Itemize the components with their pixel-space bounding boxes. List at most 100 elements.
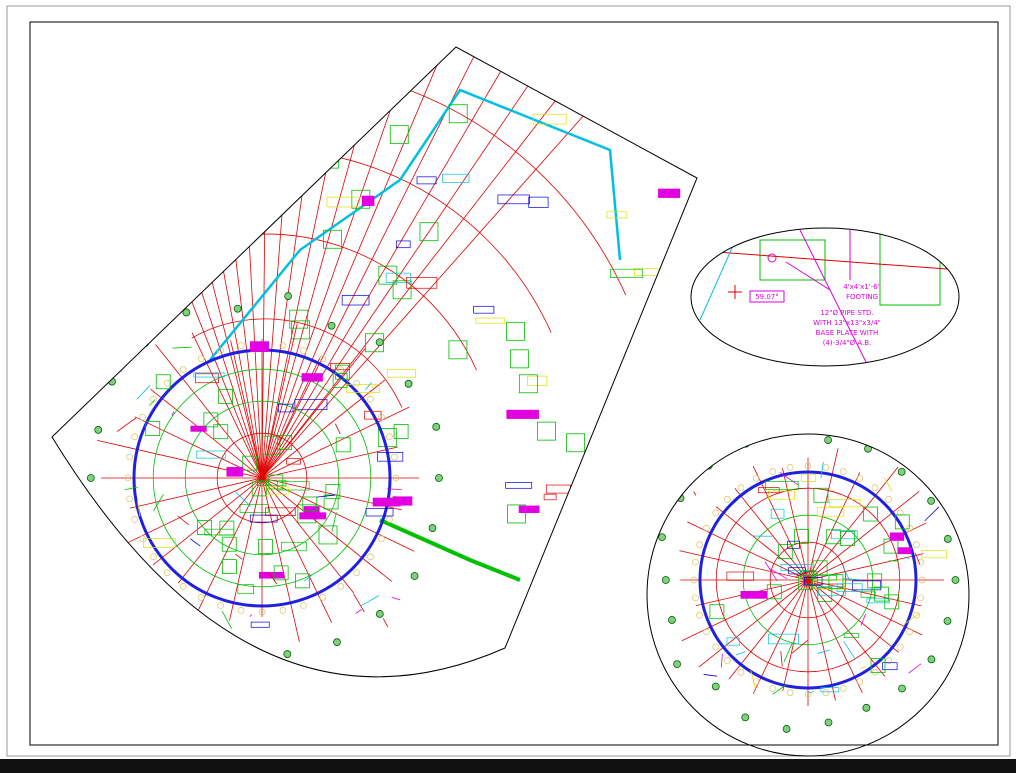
tag [257, 479, 287, 487]
detail-line [791, 640, 808, 654]
bead [217, 347, 224, 354]
footing [277, 435, 293, 450]
radial-line [807, 448, 839, 581]
detail-line [355, 609, 362, 614]
tag [829, 499, 861, 508]
footing [813, 487, 829, 503]
footing [323, 229, 342, 249]
footing [507, 504, 526, 524]
tag [770, 508, 785, 519]
footing [335, 437, 351, 453]
pier [943, 617, 952, 625]
pier [661, 576, 670, 584]
tag [377, 452, 404, 462]
pier [86, 474, 95, 482]
bead [139, 413, 146, 421]
radial-line [734, 488, 809, 581]
pier [233, 304, 242, 313]
radial-line [807, 579, 836, 701]
tag [299, 512, 327, 520]
ellipse-outline [690, 227, 960, 367]
footing [258, 539, 273, 554]
tag [767, 490, 795, 500]
detail-line [268, 572, 278, 585]
bead [917, 594, 924, 602]
ring [715, 487, 901, 673]
wall-ring [698, 470, 918, 690]
bead [139, 535, 146, 543]
tag [860, 591, 876, 598]
detail-line [249, 614, 253, 617]
ring [769, 541, 847, 619]
footing [218, 389, 233, 404]
tag [889, 532, 905, 541]
grid-ray [261, 47, 656, 479]
footing-note: FOOTING [846, 293, 878, 301]
footing [817, 587, 833, 602]
radial-line [152, 477, 263, 566]
grid-arc [191, 318, 403, 408]
tag [249, 514, 278, 523]
pier [435, 474, 443, 482]
tag [258, 571, 285, 579]
tag [897, 547, 912, 555]
footing [863, 506, 878, 522]
radial-line [679, 550, 809, 581]
footing [203, 412, 219, 428]
footing [273, 565, 289, 581]
radial-line [807, 522, 927, 581]
tag [392, 496, 413, 506]
pipe [767, 253, 777, 263]
pier [668, 616, 676, 624]
bead [126, 453, 133, 461]
bead [913, 611, 920, 619]
pier [951, 576, 960, 584]
pier [432, 422, 441, 431]
pier [897, 467, 906, 476]
tag [278, 403, 294, 413]
footing [566, 433, 585, 453]
tag [281, 541, 307, 552]
radial-line [752, 579, 809, 694]
detail-line [703, 674, 718, 677]
pier [375, 338, 384, 347]
tag [249, 341, 269, 352]
footing [145, 421, 161, 436]
radial-line [807, 491, 920, 581]
footing [219, 520, 235, 536]
bead [737, 668, 745, 676]
detail-line [817, 649, 831, 654]
pier [284, 292, 293, 300]
detail-line [171, 411, 175, 416]
bead [131, 516, 138, 523]
tag [294, 399, 328, 411]
footing [802, 571, 818, 587]
detail-line [137, 385, 151, 400]
footing [509, 349, 529, 369]
detail-line [903, 612, 921, 625]
bead [696, 611, 703, 619]
pier [94, 426, 103, 434]
tag [341, 295, 370, 306]
tag [497, 194, 530, 205]
footing-note: 4'x4'x1'-6" [843, 283, 881, 291]
bead [150, 553, 157, 561]
wall [379, 518, 521, 582]
detail-line [924, 506, 940, 522]
detail-line [365, 381, 372, 391]
detail-line [221, 611, 233, 629]
bead [737, 484, 745, 492]
grid-ray [261, 47, 494, 479]
tag [658, 188, 681, 198]
detail-line [914, 552, 921, 565]
tag [740, 590, 768, 599]
grid-line [799, 229, 871, 366]
footing [812, 560, 828, 576]
bead [786, 464, 794, 471]
radial-line [229, 477, 263, 621]
tag [190, 425, 207, 432]
bead [150, 395, 157, 403]
footing [709, 604, 725, 620]
